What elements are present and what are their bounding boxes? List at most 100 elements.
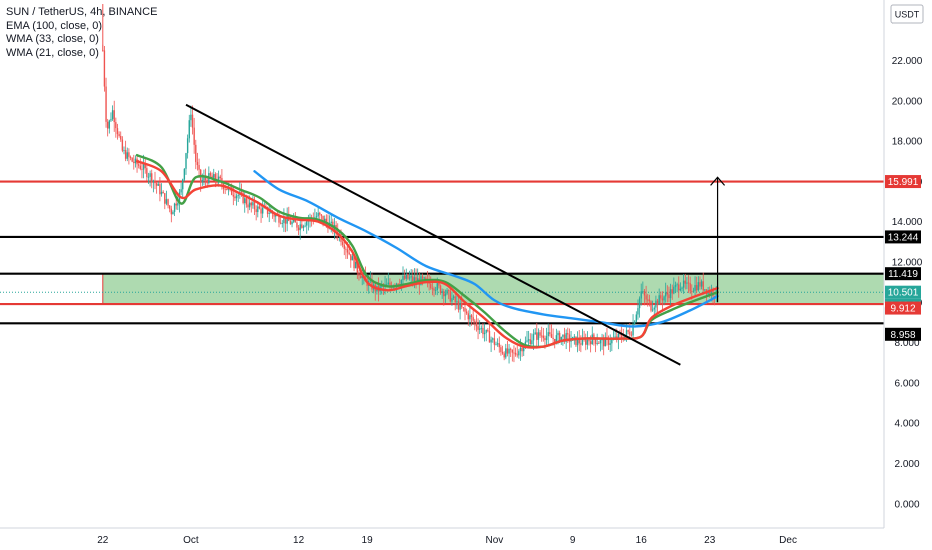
candle-body bbox=[585, 339, 587, 345]
candle-body bbox=[226, 188, 228, 190]
ema-100-line bbox=[253, 170, 719, 328]
price-tag-13244-bg bbox=[885, 230, 921, 244]
price-tag-13244: 13.244 bbox=[885, 230, 921, 244]
currency-unit-label: USDT bbox=[895, 10, 920, 20]
candle-body bbox=[545, 336, 548, 341]
x-tick-label: 23 bbox=[704, 535, 716, 546]
candle-body bbox=[451, 298, 453, 302]
candle-body bbox=[505, 348, 507, 358]
candle-body bbox=[661, 298, 664, 301]
candle-body bbox=[397, 283, 399, 285]
candle-body bbox=[710, 290, 713, 295]
candle-body bbox=[509, 348, 512, 350]
candle-body bbox=[523, 347, 525, 352]
symbol-title[interactable]: SUN / TetherUS, 4h, BINANCE bbox=[6, 6, 158, 18]
candle-body bbox=[296, 222, 298, 228]
candle-body bbox=[253, 202, 256, 210]
candle-body bbox=[557, 332, 559, 336]
candle-body bbox=[668, 294, 670, 299]
candle-body bbox=[250, 202, 252, 206]
candle-body bbox=[191, 114, 194, 128]
candle-body bbox=[686, 282, 688, 284]
candle-body bbox=[110, 119, 112, 121]
candle-body bbox=[443, 291, 445, 297]
candle-body bbox=[495, 344, 497, 346]
candle-body bbox=[478, 328, 481, 330]
candle-body bbox=[483, 332, 486, 335]
candle-body bbox=[142, 164, 145, 170]
y-tick-label: 20.000 bbox=[892, 96, 923, 107]
candle-body bbox=[679, 288, 682, 291]
candle-body bbox=[317, 212, 319, 217]
candle-body bbox=[410, 276, 412, 278]
candle-body bbox=[128, 152, 130, 157]
candle-body bbox=[413, 277, 416, 281]
candle-body bbox=[436, 283, 438, 290]
price-tag-11419-text: 11.419 bbox=[888, 269, 918, 280]
candle-body bbox=[461, 302, 463, 308]
candle-body bbox=[160, 191, 163, 195]
candle-body bbox=[162, 191, 164, 194]
candle-body bbox=[601, 339, 603, 341]
y-tick-label: 22.000 bbox=[892, 56, 923, 67]
candle-body bbox=[695, 285, 698, 291]
candle-body bbox=[513, 352, 515, 354]
candle-body bbox=[105, 86, 107, 122]
x-tick-label: 22 bbox=[97, 535, 109, 546]
candle-body bbox=[364, 273, 367, 279]
target-arrow-head bbox=[710, 176, 726, 186]
candle-body bbox=[237, 194, 239, 196]
candle-body bbox=[131, 158, 133, 162]
candle-body bbox=[425, 277, 427, 280]
candle-body bbox=[620, 334, 623, 338]
candle-body bbox=[477, 326, 479, 330]
candle-body bbox=[415, 277, 417, 282]
candle-body bbox=[576, 338, 579, 346]
currency-unit-badge: USDT bbox=[890, 4, 924, 24]
candle-body bbox=[351, 256, 354, 261]
candle-body bbox=[671, 289, 673, 294]
candle-body bbox=[356, 261, 359, 273]
candle-body bbox=[452, 296, 455, 299]
candle-body bbox=[570, 340, 572, 342]
candle-body bbox=[385, 284, 388, 286]
candle-body bbox=[511, 349, 514, 353]
candle-body bbox=[124, 150, 127, 159]
candle-body bbox=[304, 225, 306, 227]
chart-legend: SUN / TetherUS, 4h, BINANCE EMA (100, cl… bbox=[6, 6, 157, 60]
candle-body bbox=[691, 291, 693, 293]
candle-body bbox=[536, 332, 538, 340]
price-tag-current-bg bbox=[885, 285, 921, 299]
candle-body bbox=[642, 291, 644, 293]
price-tag-15991-text: 15.991 bbox=[888, 177, 919, 188]
candle-body bbox=[123, 150, 125, 151]
candle-body bbox=[575, 336, 577, 346]
candle-body bbox=[669, 289, 672, 299]
candle-body bbox=[449, 290, 452, 302]
candle-body bbox=[144, 164, 146, 169]
candle-body bbox=[268, 213, 270, 214]
candle-body bbox=[664, 292, 667, 297]
candle-body bbox=[294, 219, 297, 223]
candle-body bbox=[190, 114, 192, 121]
candle-body bbox=[433, 288, 435, 291]
candle-body bbox=[102, 50, 104, 52]
price-tag-11419-bg bbox=[885, 267, 921, 281]
candle-body bbox=[651, 309, 654, 311]
candle-body bbox=[353, 256, 355, 269]
wma-21-line bbox=[135, 160, 719, 349]
candle-body bbox=[593, 334, 595, 340]
indicator-ema-100[interactable]: EMA (100, close, 0) bbox=[6, 19, 102, 32]
indicator-wma-21[interactable]: WMA (21, close, 0) bbox=[6, 46, 99, 59]
candle-body bbox=[116, 128, 119, 135]
time-axis[interactable]: 22 Oct 12 19 Nov 9 16 23 Dec bbox=[97, 535, 797, 546]
indicator-wma-33[interactable]: WMA (33, close, 0) bbox=[6, 33, 99, 45]
candle-body bbox=[702, 281, 704, 291]
candle-body bbox=[625, 330, 628, 335]
candle-body bbox=[699, 282, 701, 287]
candle-body bbox=[482, 327, 484, 335]
candle-body bbox=[341, 241, 344, 245]
candle-body bbox=[407, 273, 409, 279]
candle-body bbox=[532, 334, 535, 341]
